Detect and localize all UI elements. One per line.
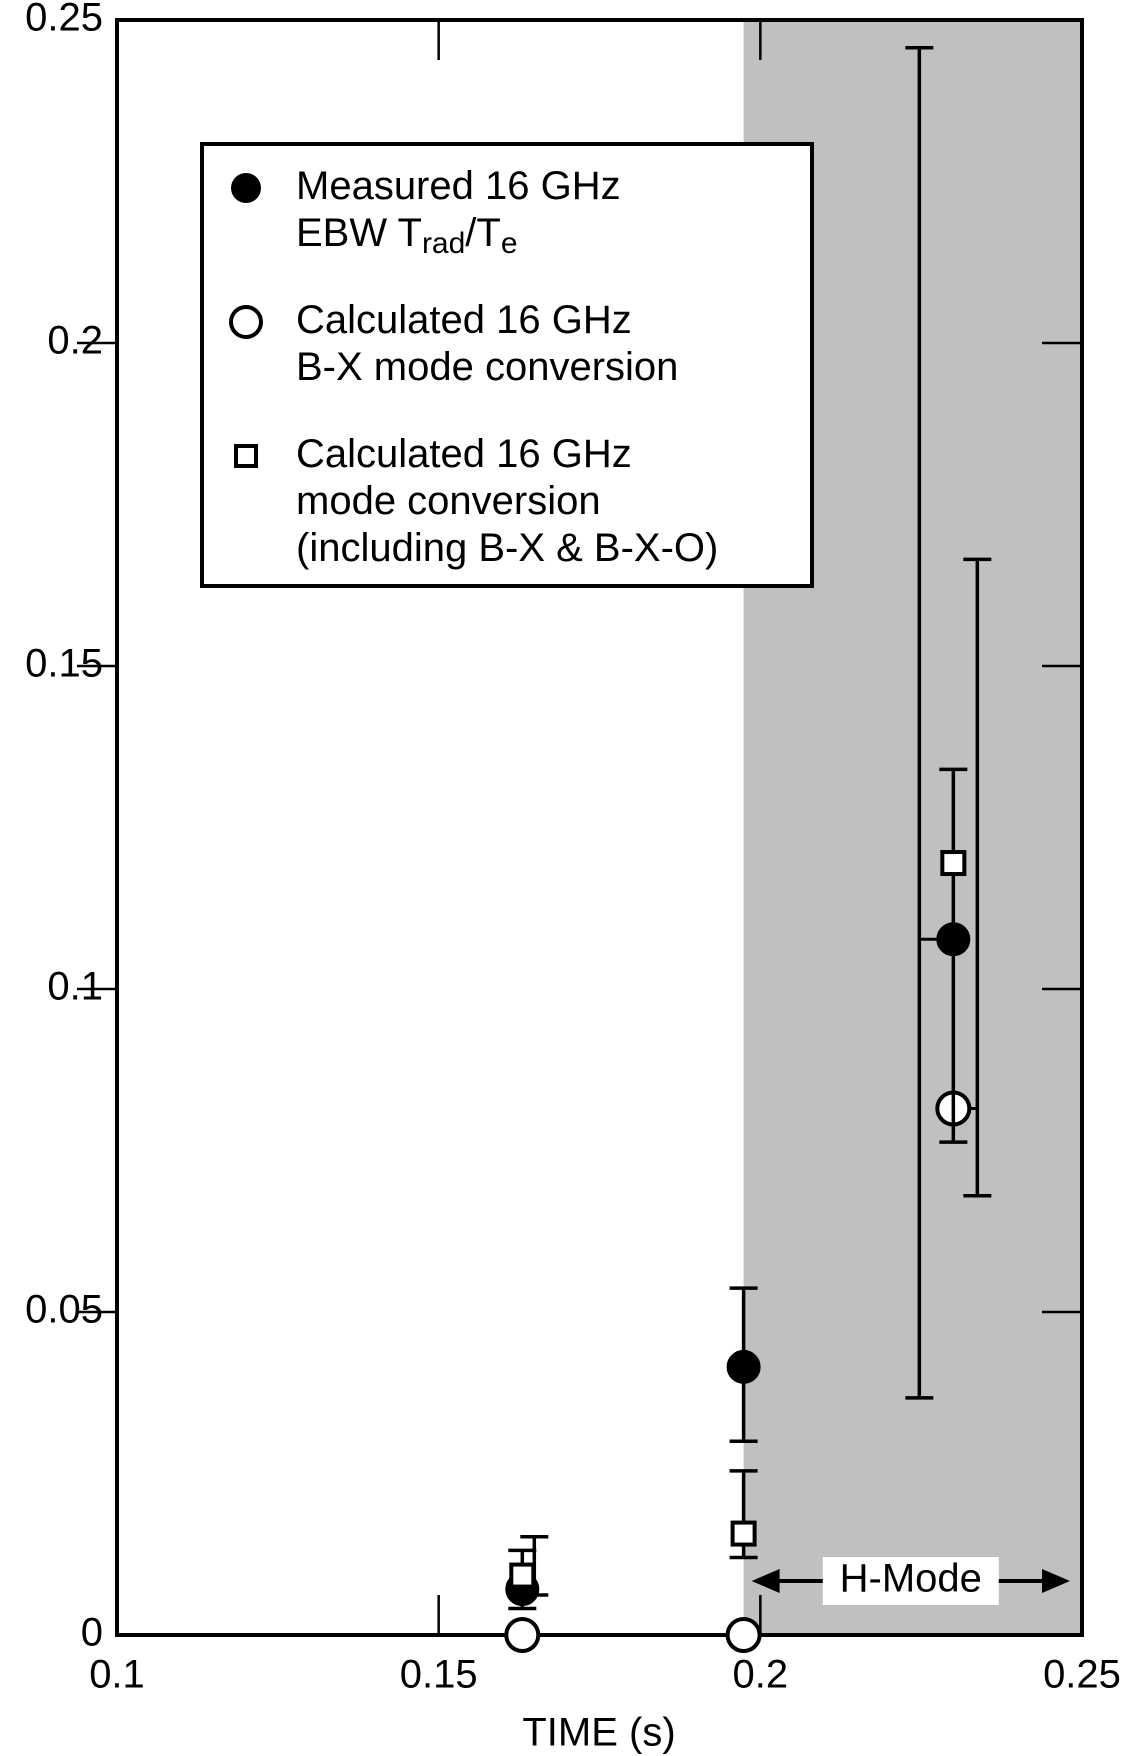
legend-label-part: Measured 16 GHz: [296, 164, 621, 208]
legend-label-part: /T: [465, 211, 501, 255]
x-axis-label: TIME (s): [522, 1711, 675, 1755]
legend-label: mode conversion: [296, 479, 601, 523]
y-tick-label: 0.1: [47, 965, 103, 1009]
legend-label-part: EBW T: [296, 211, 422, 255]
filled-circle-marker: [726, 1349, 761, 1384]
legend-marker: [231, 173, 261, 203]
legend-label-part: Calculated 16 GHz: [296, 432, 632, 476]
legend-label: B-X mode conversion: [296, 345, 678, 389]
x-tick-label: 0.15: [400, 1653, 478, 1697]
y-tick-label: 0: [81, 1611, 103, 1655]
legend-marker: [229, 305, 263, 339]
legend-marker: [234, 444, 258, 468]
h-mode-arrowhead: [751, 1569, 780, 1593]
legend-label-part: B-X mode conversion: [296, 345, 678, 389]
open-square-marker: [509, 1562, 536, 1589]
h-mode-label-bg: [822, 1557, 999, 1605]
h-mode-label: H-Mode: [840, 1557, 982, 1601]
legend-label-part: mode conversion: [296, 479, 601, 523]
x-tick-label: 0.2: [733, 1653, 789, 1697]
legend-label: Calculated 16 GHz: [296, 298, 632, 342]
plot-frame: [115, 18, 1084, 1637]
legend-label-part: (including B-X & B-X-O): [296, 526, 718, 570]
legend-label-part: Calculated 16 GHz: [296, 298, 632, 342]
legend-label: Calculated 16 GHz: [296, 432, 632, 476]
h-mode-arrowhead: [1042, 1569, 1070, 1593]
legend-marker: [229, 305, 263, 339]
x-tick-label: 0.25: [1043, 1653, 1121, 1697]
legend-label: Measured 16 GHz: [296, 164, 621, 208]
legend-label-part: e: [501, 227, 518, 260]
legend-marker: [234, 444, 258, 468]
x-tick-label: 0.1: [89, 1653, 145, 1697]
legend-label-part: rad: [422, 227, 465, 260]
open-circle-marker: [504, 1617, 541, 1653]
y-tick-label: 0.15: [25, 642, 103, 686]
open-square-marker: [730, 1520, 757, 1547]
legend-marker: [231, 173, 261, 203]
open-square-marker: [940, 850, 967, 877]
open-circle-marker: [725, 1617, 762, 1653]
y-tick-label: 0.25: [25, 0, 103, 40]
y-tick-label: 0.05: [25, 1288, 103, 1332]
legend-box: [200, 142, 814, 588]
legend-label: (including B-X & B-X-O): [296, 526, 718, 570]
y-tick-label: 0.2: [47, 319, 103, 363]
legend-label: EBW Trad/Te: [296, 211, 518, 260]
